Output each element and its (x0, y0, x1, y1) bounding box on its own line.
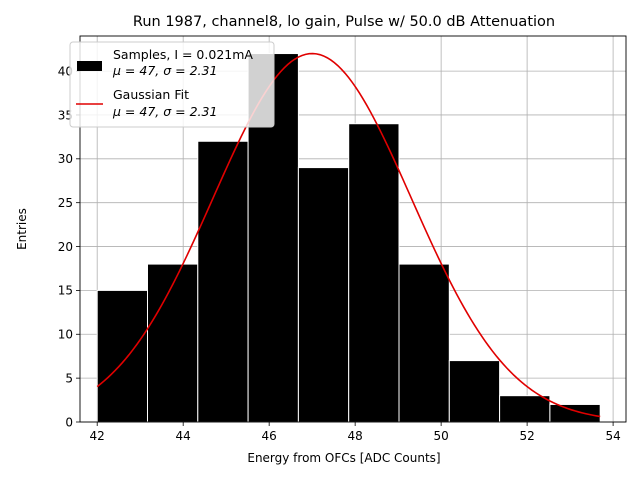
histogram-bar (549, 403, 601, 423)
x-axis-ticks: 42 44 46 48 50 52 54 (90, 422, 621, 443)
legend-samples-swatch (77, 61, 102, 71)
x-tick-label: 50 (433, 429, 448, 443)
y-tick-label: 35 (58, 108, 73, 122)
y-tick-label: 25 (58, 196, 73, 210)
histogram-bar (348, 123, 400, 423)
legend-box (69, 41, 275, 128)
x-tick-label: 48 (348, 429, 363, 443)
y-tick-label: 10 (58, 328, 73, 342)
legend-fit-stats: μ = 47, σ = 2.31 (112, 104, 217, 119)
histogram-bar (146, 263, 199, 423)
histogram-bar (197, 140, 249, 423)
legend: Samples, I = 0.021mA μ = 47, σ = 2.31 Ga… (69, 41, 275, 128)
y-tick-label: 0 (65, 415, 73, 429)
histogram-bar (96, 289, 148, 423)
x-tick-label: 54 (605, 429, 620, 443)
legend-samples-stats: μ = 47, σ = 2.31 (112, 63, 217, 78)
y-tick-label: 15 (58, 284, 73, 298)
x-tick-label: 52 (519, 429, 534, 443)
y-tick-label: 30 (58, 152, 73, 166)
histogram-bar (448, 360, 501, 423)
plot-frame (79, 35, 627, 423)
x-tick-label: 42 (90, 429, 105, 443)
y-axis-label: Entries (15, 208, 29, 250)
x-axis-label: Energy from OFCs [ADC Counts] (247, 451, 440, 465)
histogram-bars (96, 53, 601, 423)
legend-samples-label: Samples, I = 0.021mA (113, 47, 253, 62)
x-tick-label: 46 (262, 429, 277, 443)
histogram-bar (499, 395, 551, 423)
legend-fit-label: Gaussian Fit (113, 87, 189, 102)
y-tick-label: 20 (58, 240, 73, 254)
y-tick-label: 5 (65, 371, 73, 385)
y-axis-ticks: 0 5 10 15 20 25 30 35 40 (58, 64, 80, 429)
chart-title: Run 1987, channel8, lo gain, Pulse w/ 50… (133, 14, 555, 30)
y-tick-label: 40 (58, 64, 73, 78)
histogram-bar (297, 167, 350, 423)
histogram-bar (398, 263, 450, 423)
gaussian-fit-curve (96, 52, 601, 418)
x-tick-label: 44 (176, 429, 191, 443)
